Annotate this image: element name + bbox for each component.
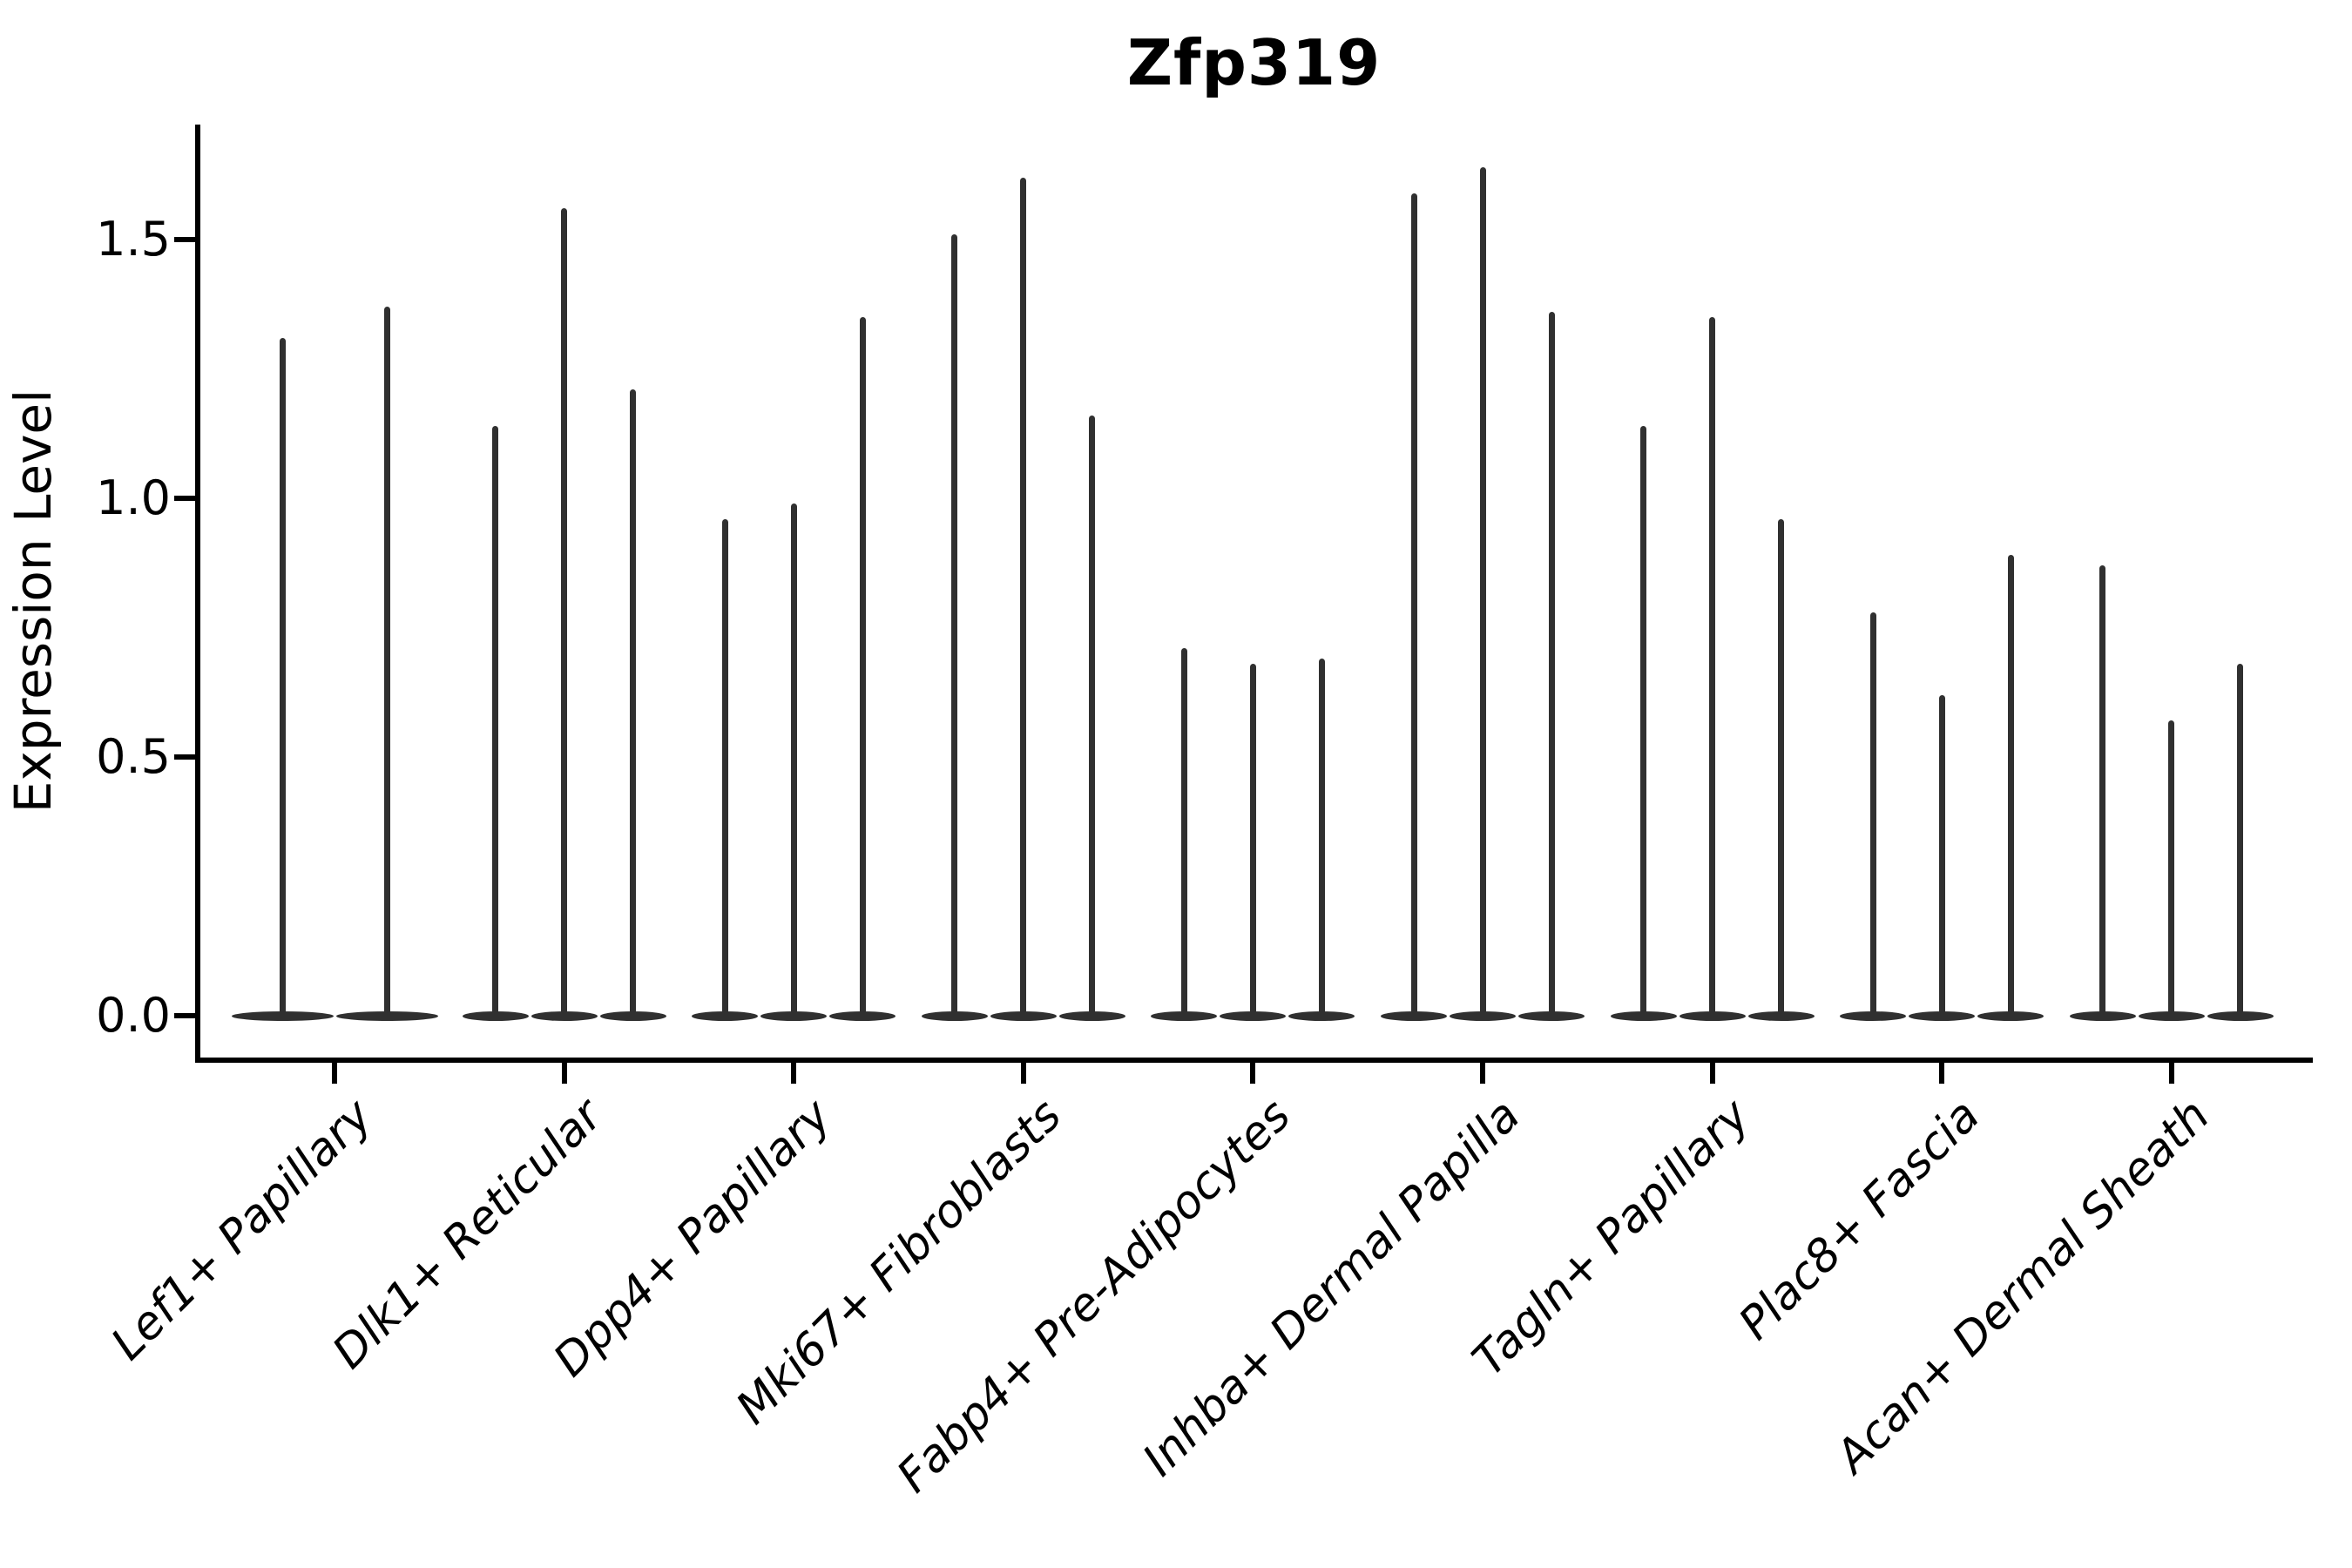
y-tick-label: 0.5	[96, 729, 171, 784]
violin-base	[531, 1010, 598, 1021]
y-axis-spine	[195, 125, 200, 1063]
x-tick-mark	[2168, 1063, 2174, 1084]
violin-base	[1747, 1010, 1815, 1021]
violin-spike	[1410, 193, 1417, 1019]
chart-title: Zfp319	[1126, 26, 1382, 99]
violin-base	[1518, 1010, 1585, 1021]
violin-spike	[2007, 555, 2014, 1019]
violin-base	[1450, 1010, 1516, 1021]
y-tick-mark	[174, 237, 195, 242]
violin-spike	[721, 518, 728, 1019]
x-tick-mark	[1939, 1063, 1945, 1084]
y-tick-mark	[174, 754, 195, 760]
violin-base	[462, 1010, 529, 1021]
x-tick-mark	[1020, 1063, 1026, 1084]
violin-base	[2207, 1010, 2274, 1021]
violin-base	[2138, 1010, 2205, 1021]
y-tick-label: 0.0	[96, 988, 171, 1043]
violin-spike	[1479, 166, 1486, 1019]
violin-spike	[383, 307, 390, 1019]
violin-spike	[1180, 648, 1187, 1019]
violin-spike	[1938, 694, 1945, 1019]
violin-spike	[1869, 612, 1876, 1019]
x-tick-mark	[1250, 1063, 1256, 1084]
violin-base	[599, 1010, 666, 1021]
violin-spike	[1548, 312, 1555, 1019]
violin-spike	[1778, 518, 1785, 1019]
violin-spike	[1640, 425, 1647, 1019]
violin-spike	[561, 208, 568, 1019]
x-tick-mark	[332, 1063, 337, 1084]
violin-base	[1288, 1010, 1355, 1021]
violin-base	[1381, 1010, 1447, 1021]
violin-base	[760, 1010, 828, 1021]
y-tick-label: 1.5	[96, 212, 171, 267]
x-tick-mark	[1480, 1063, 1485, 1084]
violin-base	[335, 1010, 438, 1021]
violin-spike	[951, 234, 958, 1019]
violin-base	[1679, 1010, 1746, 1021]
x-tick-mark	[791, 1063, 797, 1084]
violin-base	[1840, 1010, 1907, 1021]
x-tick-mark	[1709, 1063, 1715, 1084]
violin-spike	[1709, 317, 1716, 1019]
x-axis-spine	[195, 1058, 2313, 1063]
violin-spike	[279, 337, 286, 1019]
violin-spike	[2168, 720, 2175, 1019]
violin-base	[1220, 1010, 1287, 1021]
violin-spike	[630, 389, 637, 1019]
violin-base	[2069, 1010, 2136, 1021]
violin-base	[921, 1010, 988, 1021]
violin-spike	[2099, 565, 2106, 1019]
violin-base	[1977, 1010, 2044, 1021]
violin-spike	[790, 503, 797, 1019]
violin-spike	[492, 425, 499, 1019]
x-axis-category-label: Fabp4+ Pre-Adipocytes	[887, 1089, 1301, 1504]
x-tick-mark	[561, 1063, 567, 1084]
violin-spike	[2237, 664, 2244, 1019]
violin-spike	[1249, 664, 1256, 1019]
x-axis-category-label: Inhba+ Dermal Papilla	[1133, 1089, 1531, 1487]
violin-base	[692, 1010, 759, 1021]
violin-base	[829, 1010, 896, 1021]
x-axis-category-label: Plac8+ Fascia	[1728, 1089, 1990, 1350]
violin-spike	[1020, 177, 1027, 1019]
violin-base	[1058, 1010, 1125, 1021]
y-tick-mark	[174, 1013, 195, 1018]
violin-spike	[859, 317, 866, 1019]
violin-spike	[1089, 415, 1096, 1019]
violin-base	[231, 1010, 334, 1021]
violin-base	[1610, 1010, 1677, 1021]
violin-base	[1909, 1010, 1976, 1021]
violin-base	[1151, 1010, 1218, 1021]
y-tick-mark	[174, 496, 195, 501]
x-axis-category-label: Acan+ Dermal Sheath	[1825, 1089, 2220, 1484]
y-tick-label: 1.0	[96, 470, 171, 525]
violin-spike	[1318, 659, 1325, 1019]
violin-base	[990, 1010, 1057, 1021]
